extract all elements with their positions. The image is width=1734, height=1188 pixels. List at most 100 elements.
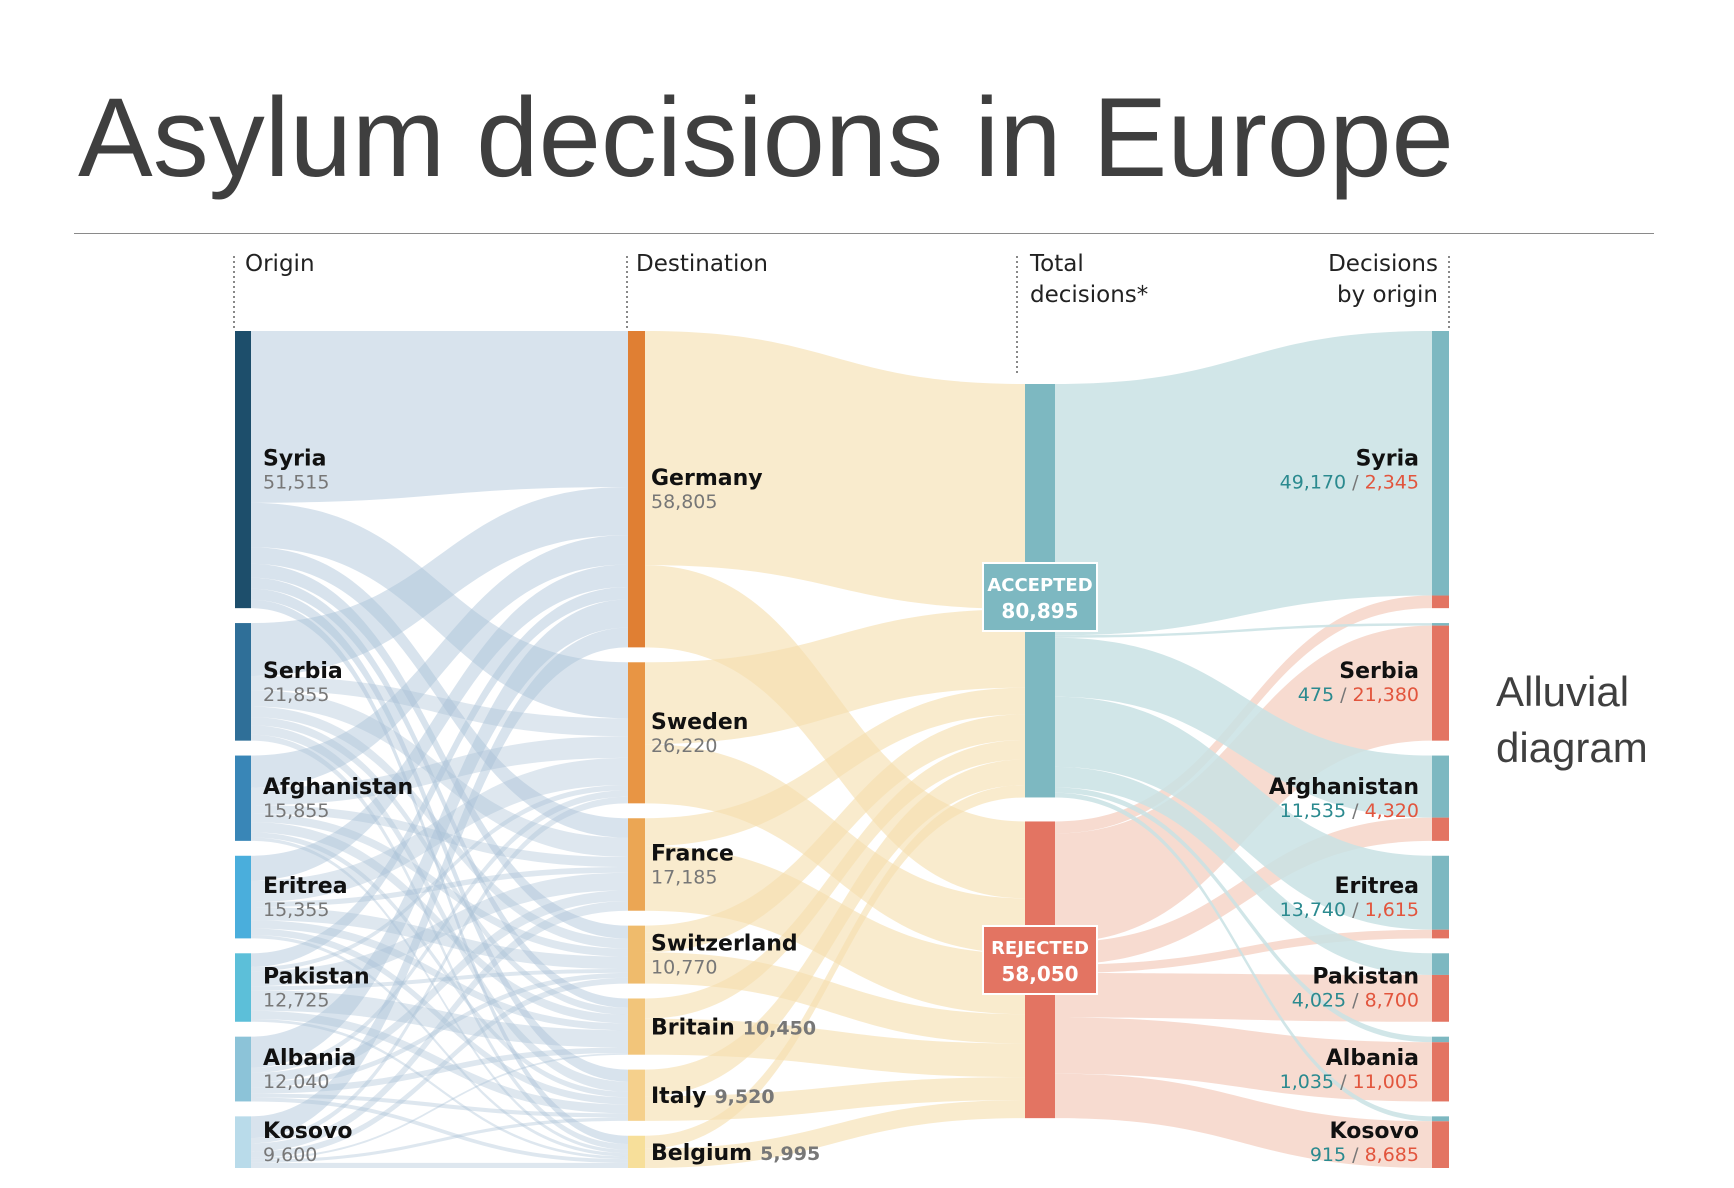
origin-value-serbia: 21,855: [263, 684, 329, 706]
result-accepted-pakistan: 4,025: [1292, 990, 1346, 1012]
destination-label-britain: Britain 10,450: [651, 1016, 816, 1041]
column-guides: [233, 256, 1450, 374]
result-accepted-bar-pakistan: [1432, 953, 1449, 975]
flow-italy-to-accepted: [645, 759, 1025, 1097]
flow-serbia-to-switzerland: [251, 706, 628, 949]
flow-serbia-to-sweden: [251, 675, 628, 737]
flow-albania-to-belgium: [251, 1097, 628, 1163]
total-result-flows: [1055, 331, 1432, 1168]
result-accepted-bar-syria: [1432, 331, 1449, 596]
flow-kosovo-to-belgium: [251, 1162, 628, 1168]
flow-syria-to-switzerland: [251, 563, 628, 939]
flow-kosovo-to-france: [251, 901, 628, 1152]
flow-switzerland-to-accepted: [645, 714, 1025, 953]
flow-afghanistan-to-germany: [251, 535, 628, 788]
flow-eritrea-to-italy: [251, 928, 628, 1105]
result-rejected-kosovo: 8,685: [1365, 1144, 1419, 1166]
destination-bar-france: [628, 818, 645, 911]
destination-bar-belgium: [628, 1135, 645, 1168]
result-separator: /: [1346, 899, 1364, 921]
flow-afghanistan-to-france: [251, 805, 628, 867]
result-values-serbia: 475 / 21,380: [1298, 684, 1419, 706]
destination-bar-sweden: [628, 662, 645, 804]
destination-label-switzerland: Switzerland: [651, 932, 798, 957]
origin-value-afghanistan: 15,855: [263, 800, 329, 822]
flow-pakistan-to-sweden: [251, 785, 628, 972]
flow-accepted-to-albania: [1055, 787, 1432, 1043]
flow-syria-to-germany: [251, 331, 628, 503]
flow-pakistan-to-belgium: [251, 1019, 628, 1160]
origin-label-serbia: Serbia: [263, 659, 343, 684]
result-values-pakistan: 4,025 / 8,700: [1292, 990, 1419, 1012]
flow-albania-to-britain: [251, 1047, 628, 1094]
result-label-albania: Albania: [1326, 1046, 1419, 1071]
side-label-line-1: Alluvial: [1496, 668, 1630, 715]
result-separator: /: [1346, 800, 1364, 822]
flow-kosovo-to-italy: [251, 1117, 628, 1163]
destination-value-italy: 9,520: [714, 1086, 774, 1108]
origin-bar-kosovo: [235, 1116, 251, 1168]
result-accepted-eritrea: 13,740: [1280, 899, 1346, 921]
header-total-line2: decisions*: [1030, 282, 1148, 308]
origin-bar-albania: [235, 1036, 251, 1102]
flow-eritrea-to-germany: [251, 564, 628, 881]
flow-germany-to-accepted: [645, 331, 1025, 610]
flow-albania-to-germany: [251, 599, 628, 1068]
result-accepted-serbia: 475: [1298, 684, 1334, 706]
header-total-line1: Total: [1029, 251, 1084, 277]
flow-serbia-to-france: [251, 690, 628, 858]
result-separator: /: [1334, 1071, 1352, 1093]
flow-pakistan-to-germany: [251, 587, 628, 967]
flow-belgium-to-accepted: [645, 785, 1025, 1149]
result-accepted-bar-eritrea: [1432, 855, 1449, 930]
flow-belgium-to-rejected: [645, 1100, 1025, 1168]
result-label-afghanistan: Afghanistan: [1269, 775, 1419, 800]
result-accepted-afghanistan: 11,535: [1280, 800, 1346, 822]
flow-rejected-to-pakistan: [1055, 973, 1432, 1022]
destination-label-sweden: Sweden: [651, 710, 748, 735]
result-rejected-syria: 2,345: [1365, 472, 1419, 494]
flow-france-to-accepted: [645, 687, 1025, 846]
flow-pakistan-to-britain: [251, 990, 628, 1048]
flow-sweden-to-accepted: [645, 609, 1025, 745]
result-label-eritrea: Eritrea: [1334, 874, 1419, 899]
origin-bar-syria: [235, 331, 251, 609]
flow-rejected-to-afghanistan: [1055, 817, 1432, 965]
origin-label-afghanistan: Afghanistan: [263, 775, 413, 800]
flow-afghanistan-to-switzerland: [251, 813, 628, 957]
header-decisions-line2: by origin: [1337, 282, 1438, 308]
flow-accepted-to-kosovo: [1055, 792, 1432, 1122]
flow-accepted-to-eritrea: [1055, 696, 1432, 930]
origin-bar-eritrea: [235, 855, 251, 939]
flow-eritrea-to-belgium: [251, 935, 628, 1157]
destination-value-britain: 10,450: [743, 1018, 816, 1040]
flow-afghanistan-to-sweden: [251, 736, 628, 806]
origin-value-kosovo: 9,600: [263, 1144, 317, 1166]
flow-albania-to-sweden: [251, 790, 628, 1073]
flow-syria-to-sweden: [251, 502, 628, 719]
flow-britain-to-accepted: [645, 739, 1025, 1019]
result-label-serbia: Serbia: [1339, 659, 1419, 684]
flow-serbia-to-italy: [251, 725, 628, 1092]
flow-accepted-to-syria: [1055, 331, 1432, 636]
flow-eritrea-to-britain: [251, 920, 628, 1031]
flow-kosovo-to-switzerland: [251, 977, 628, 1158]
accepted-box: [982, 562, 1098, 632]
origin-value-syria: 51,515: [263, 472, 329, 494]
destination-value-switzerland: 10,770: [651, 957, 717, 979]
flow-kosovo-to-sweden: [251, 796, 628, 1144]
title-divider: [74, 233, 1654, 234]
result-rejected-bar-kosovo: [1432, 1121, 1449, 1168]
origin-destination-flows: [251, 331, 628, 1168]
flow-accepted-to-pakistan: [1055, 766, 1432, 975]
result-label-kosovo: Kosovo: [1330, 1119, 1419, 1144]
result-accepted-bar-serbia: [1432, 623, 1449, 626]
result-rejected-serbia: 21,380: [1353, 684, 1419, 706]
result-accepted-syria: 49,170: [1280, 472, 1346, 494]
destination-label-germany: Germany: [651, 466, 763, 491]
result-rejected-afghanistan: 4,320: [1365, 800, 1419, 822]
rejected-label: REJECTED: [991, 938, 1089, 959]
result-rejected-bar-albania: [1432, 1042, 1449, 1102]
flow-rejected-to-albania: [1055, 1017, 1432, 1102]
